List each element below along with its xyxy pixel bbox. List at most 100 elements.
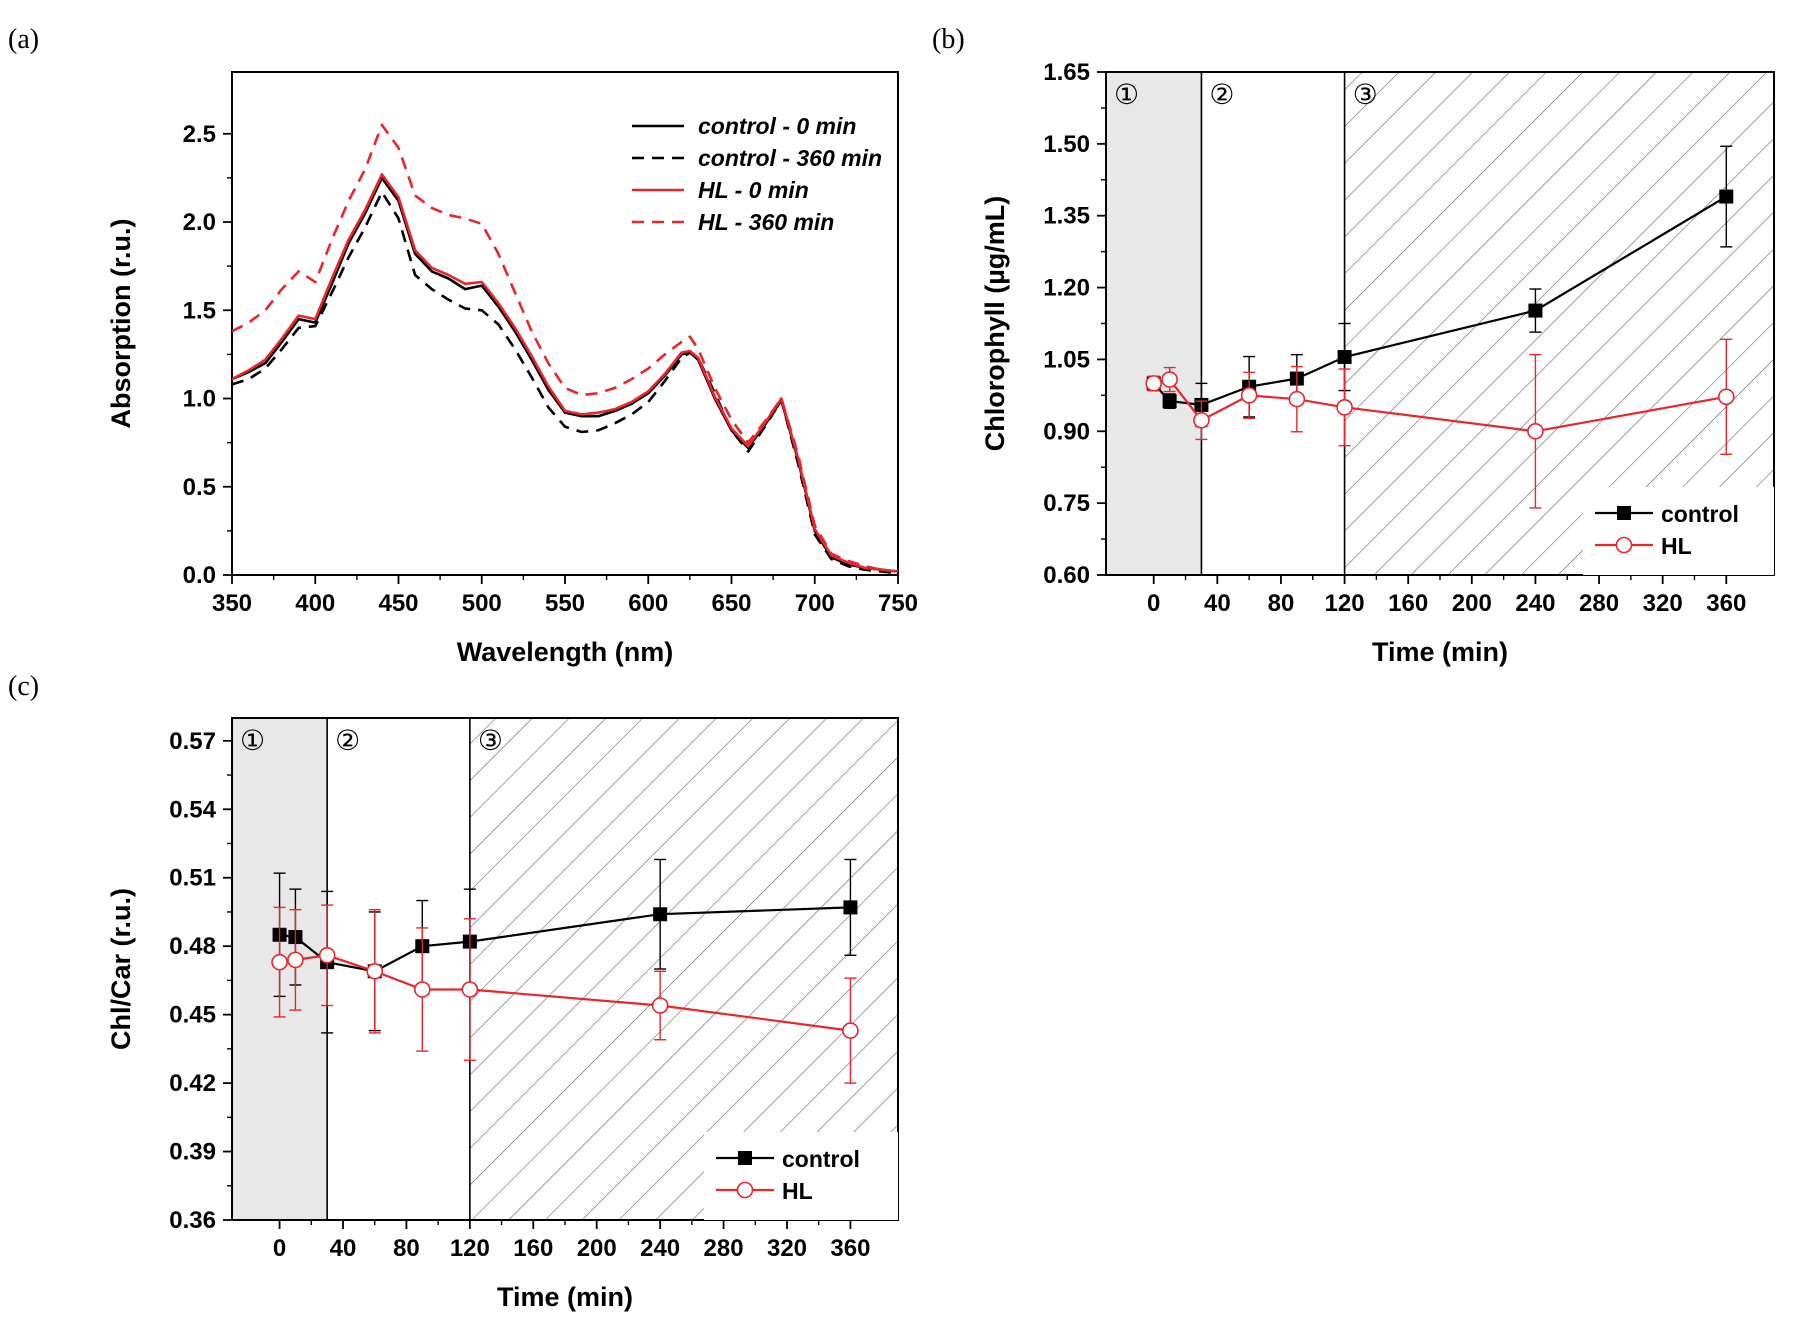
y-tick-label: 1.50 [1043, 131, 1090, 158]
legend-box [1583, 487, 1774, 575]
panel-letter-c: (c) [8, 671, 39, 702]
region-2 [327, 718, 470, 1220]
x-tick-label: 600 [628, 590, 668, 617]
data-point-square [653, 907, 668, 922]
x-axis-label: Time (min) [1372, 637, 1508, 667]
y-tick-label: 0.60 [1043, 562, 1090, 589]
data-point-circle [1193, 411, 1210, 429]
y-tick-label: 0.75 [1043, 490, 1090, 517]
plot-area [1145, 145, 1735, 509]
x-tick-label: 240 [1515, 590, 1555, 617]
data-point-circle [1336, 399, 1353, 416]
y-tick-label: 0.5 [183, 474, 216, 501]
y-axis-label: Chl/Car (r.u.) [106, 888, 136, 1050]
legend-swatch-square [738, 1151, 752, 1165]
legend-swatch-circle [736, 1181, 754, 1199]
y-tick-label: 0.48 [169, 933, 216, 960]
data-point-square [1162, 394, 1177, 409]
x-tick-label: 40 [1204, 590, 1231, 617]
x-tick-label: 320 [1643, 590, 1683, 617]
x-tick-label: 700 [795, 590, 835, 617]
spectrum-chart: 350 400 450 500 550 600 650 700 750 0.0 0.5 1.0 1.5 2… [106, 71, 918, 667]
legend-label-4: HL - 360 min [698, 209, 834, 235]
region-label-2: ② [335, 724, 360, 757]
legend-label-2: control - 360 min [698, 145, 882, 171]
x-tick-label: 400 [295, 590, 335, 617]
y-tick-label: 0.39 [169, 1139, 216, 1166]
legend-label-control: control [1661, 501, 1739, 527]
panel-letter-b: (b) [932, 24, 965, 55]
x-tick-label: 350 [212, 590, 252, 617]
x-axis-label: Wavelength (nm) [457, 637, 674, 667]
region-1 [1106, 72, 1202, 575]
x-tick-label: 40 [330, 1235, 357, 1262]
x-tick-label: 120 [1325, 590, 1365, 617]
chlorophyll-chart: ① ② ③ 0 40 80 120 160 200 240 280 320 360 0.60 0.75 0.9… [980, 59, 1775, 667]
y-axis-label: Chlorophyll (µg/mL) [980, 196, 1010, 452]
x-axis-label: Time (min) [497, 1282, 633, 1312]
legend-swatch-circle [1615, 536, 1633, 554]
legend-label-HL: HL [1661, 533, 1692, 559]
x-tick-label: 450 [378, 590, 418, 617]
x-tick-label: 360 [1706, 590, 1746, 617]
series-line-1 [232, 176, 898, 573]
legend-label-1: control - 0 min [698, 113, 856, 139]
y-tick-label: 2.0 [183, 209, 216, 236]
legend-label-control: control [782, 1146, 860, 1172]
x-tick-label: 80 [393, 1235, 420, 1262]
region-label-3: ③ [1353, 78, 1378, 111]
data-point-circle [1145, 375, 1163, 392]
x-tick-label: 120 [450, 1235, 490, 1262]
data-point-circle [271, 953, 288, 971]
region-label-1: ① [240, 724, 265, 757]
plot-area [271, 858, 859, 1084]
y-tick-label: 1.5 [183, 297, 216, 324]
x-tick-label: 240 [640, 1235, 680, 1262]
x-tick-label: 360 [830, 1235, 870, 1262]
legend-label-HL: HL [782, 1178, 813, 1204]
y-tick-label: 0.57 [169, 728, 216, 755]
data-point-circle [287, 951, 304, 969]
y-axis-label: Absorption (r.u.) [106, 219, 136, 429]
region-label-2: ② [1209, 78, 1234, 111]
y-tick-label: 0.90 [1043, 418, 1090, 445]
series-line-2 [232, 190, 898, 575]
y-tick-label: 1.35 [1043, 203, 1090, 230]
data-point-square [1528, 303, 1543, 318]
x-tick-label: 200 [1452, 590, 1492, 617]
y-tick-label: 0.36 [169, 1207, 216, 1234]
x-tick-label: 160 [1388, 590, 1428, 617]
data-point-circle [651, 997, 669, 1014]
data-point-square [1719, 189, 1734, 204]
region-label-1: ① [1114, 78, 1139, 111]
data-point-circle [461, 981, 479, 998]
x-tick-label: 320 [767, 1235, 807, 1262]
x-tick-label: 750 [878, 590, 918, 617]
data-point-circle [1288, 390, 1306, 408]
chl-car-chart: ① ② ③ 0 40 80 120 160 200 240 280 320 360 0.36 0.39 0.4… [106, 717, 899, 1312]
data-point-circle [1717, 388, 1735, 406]
y-tick-label: 0.45 [169, 1002, 216, 1029]
x-tick-label: 80 [1268, 590, 1295, 617]
data-point-circle [413, 981, 431, 998]
legend-label-3: HL - 0 min [698, 177, 809, 203]
x-tick-label: 200 [577, 1235, 617, 1262]
legend-swatch-square [1617, 506, 1631, 520]
y-tick-label: 0.42 [169, 1070, 216, 1097]
region-2 [1201, 72, 1345, 575]
data-point-circle [1161, 371, 1178, 388]
series-line-4 [232, 123, 898, 573]
x-tick-label: 280 [704, 1235, 744, 1262]
x-tick-label: 280 [1579, 590, 1619, 617]
data-point-circle [842, 1022, 859, 1039]
y-tick-label: 1.0 [183, 386, 216, 413]
y-tick-label: 0.0 [183, 562, 216, 589]
series-line-HL [1153, 378, 1727, 433]
y-tick-label: 1.65 [1043, 59, 1090, 86]
x-tick-label: 0 [1147, 590, 1160, 617]
y-tick-label: 1.20 [1043, 275, 1090, 302]
x-tick-label: 550 [545, 590, 585, 617]
y-tick-label: 2.5 [183, 121, 216, 148]
x-tick-label: 0 [273, 1235, 286, 1262]
